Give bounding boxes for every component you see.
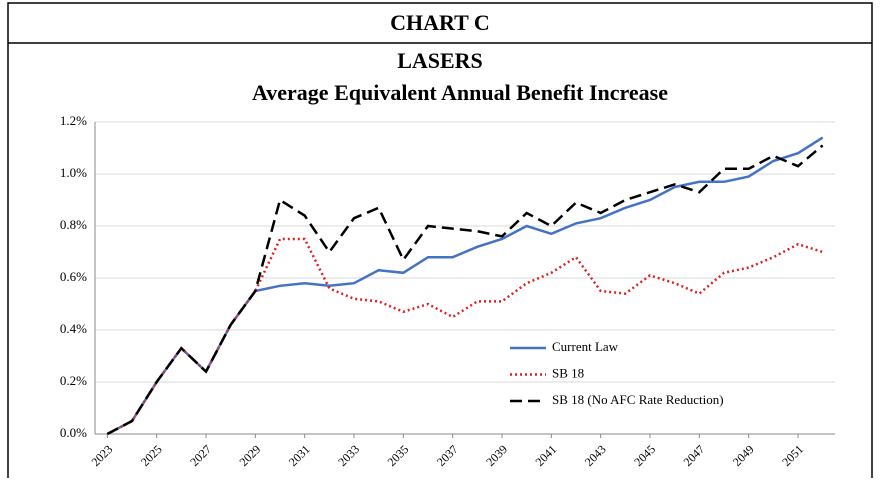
legend-label: SB 18 (No AFC Rate Reduction) <box>552 392 724 407</box>
chart-title: LASERS <box>397 48 483 73</box>
y-tick-label: 1.2% <box>60 113 87 128</box>
y-tick-label: 0.0% <box>60 425 87 440</box>
header: CHART C <box>390 10 490 35</box>
series-line <box>106 144 824 436</box>
y-tick-label: 0.6% <box>60 269 87 284</box>
y-tick-label: 0.2% <box>60 373 87 388</box>
frame <box>7 2 873 483</box>
y-tick-label: 1.0% <box>60 165 87 180</box>
chart-subtitle: Average Equivalent Annual Benefit Increa… <box>252 80 668 105</box>
y-tick-label: 0.8% <box>60 217 87 232</box>
y-tick-label: 0.4% <box>60 321 87 336</box>
series-line <box>106 136 824 436</box>
legend-label: Current Law <box>552 339 619 354</box>
legend-label: SB 18 <box>552 365 584 380</box>
